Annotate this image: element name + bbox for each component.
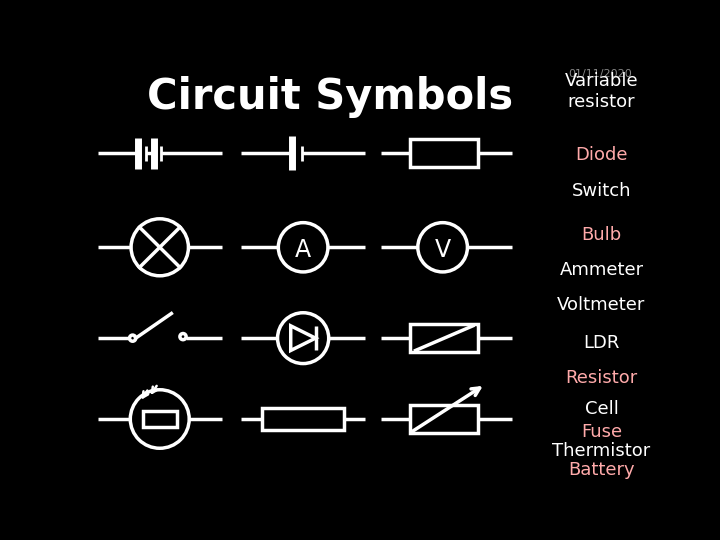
Bar <box>410 405 478 433</box>
Bar <box>410 325 478 352</box>
Text: Resistor: Resistor <box>565 369 638 387</box>
Text: V: V <box>435 238 451 262</box>
Text: Ammeter: Ammeter <box>559 261 644 279</box>
Text: Cell: Cell <box>585 400 618 418</box>
Text: 01/11/2020: 01/11/2020 <box>568 69 632 79</box>
Text: Fuse: Fuse <box>581 423 622 441</box>
Text: Battery: Battery <box>568 461 635 480</box>
Text: Thermistor: Thermistor <box>552 442 651 460</box>
Bar <box>143 410 177 428</box>
Text: Bulb: Bulb <box>581 226 621 245</box>
Text: Variable
resistor: Variable resistor <box>564 72 639 111</box>
Text: Switch: Switch <box>572 182 631 200</box>
Bar <box>410 139 478 167</box>
Text: Circuit Symbols: Circuit Symbols <box>147 76 513 118</box>
Text: A: A <box>295 238 311 262</box>
Text: Diode: Diode <box>575 146 628 164</box>
Text: Voltmeter: Voltmeter <box>557 296 646 314</box>
Text: LDR: LDR <box>583 334 620 352</box>
Bar <box>262 408 344 430</box>
